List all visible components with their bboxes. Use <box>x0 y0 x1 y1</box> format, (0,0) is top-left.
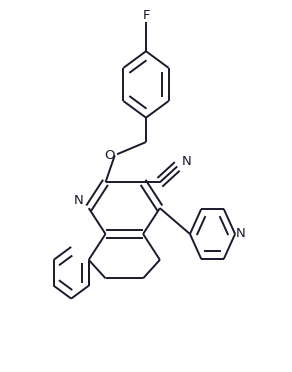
Text: O: O <box>105 149 115 162</box>
Text: N: N <box>74 194 84 207</box>
Text: N: N <box>235 228 245 241</box>
Text: F: F <box>142 9 150 22</box>
Text: N: N <box>182 155 191 168</box>
